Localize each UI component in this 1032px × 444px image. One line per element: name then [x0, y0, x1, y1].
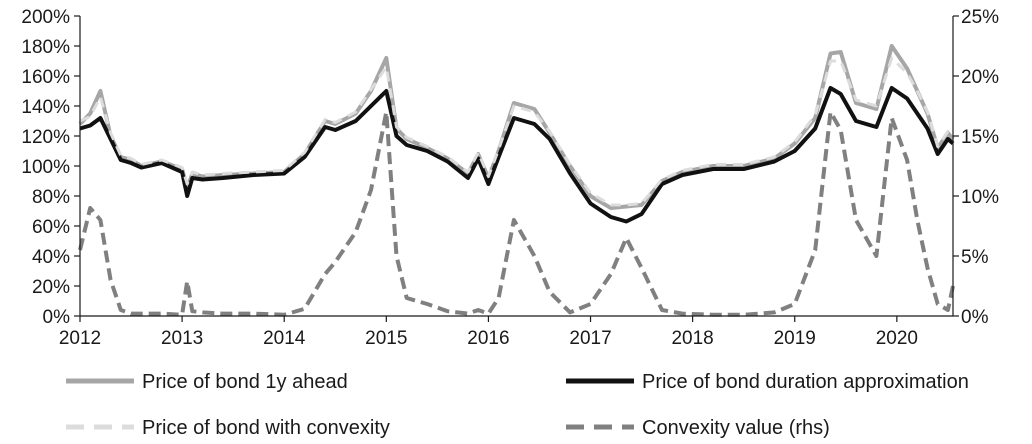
axes-layer: [79, 16, 954, 317]
x-tick-label: 2019: [774, 328, 816, 349]
legend-label: Price of bond duration approximation: [642, 371, 969, 393]
y-tick-label: 100%: [21, 157, 70, 178]
y2-tick-label: 15%: [961, 127, 999, 148]
x-tick-label: 2013: [161, 328, 203, 349]
x-tick-label: 2012: [59, 328, 101, 349]
y-tick-label: 60%: [32, 217, 70, 238]
y2-tick-label: 25%: [961, 7, 999, 28]
series-line-3: [78, 110, 955, 317]
y-tick-label: 20%: [32, 277, 70, 298]
x-tick-label: 2016: [467, 328, 509, 349]
legend-label: Price of bond with convexity: [142, 417, 390, 439]
y2-tick-label: 5%: [961, 247, 989, 268]
y-tick-label: 80%: [32, 187, 70, 208]
y-tick-label: 0%: [43, 307, 71, 328]
y2-tick-label: 10%: [961, 187, 999, 208]
y2-tick-label: 20%: [961, 67, 999, 88]
legend-item-0: Price of bond 1y ahead: [66, 371, 348, 393]
legend-item-3: Convexity value (rhs): [566, 417, 830, 439]
legend: Price of bond 1y ahead Price of bond dura…: [66, 371, 969, 439]
x-tick-label: 2014: [263, 328, 306, 349]
y-tick-label: 40%: [32, 247, 70, 268]
y-tick-label: 120%: [21, 127, 70, 148]
legend-item-1: Price of bond duration approximation: [566, 371, 969, 393]
series-line-2: [79, 56, 955, 207]
y-tick-label: 200%: [21, 7, 70, 28]
legend-label: Price of bond 1y ahead: [142, 371, 348, 393]
x-tick-label: 2020: [876, 328, 918, 349]
series-line-0: [78, 44, 955, 210]
x-tick-label: 2015: [365, 328, 407, 349]
y-tick-label: 160%: [21, 67, 70, 88]
y-tick-label: 140%: [21, 97, 70, 118]
legend-item-2: Price of bond with convexity: [66, 417, 390, 439]
y-tick-label: 180%: [21, 37, 70, 58]
y2-tick-label: 0%: [961, 307, 989, 328]
x-tick-label: 2018: [671, 328, 713, 349]
series-line-1: [79, 86, 955, 224]
x-tick-label: 2017: [569, 328, 611, 349]
series-layer: [78, 44, 955, 317]
ticks-layer: 0% 20% 40% 60% 80% 100% 120% 140% 160% 180% 200% 0%…: [21, 7, 999, 349]
legend-label: Convexity value (rhs): [642, 417, 830, 439]
